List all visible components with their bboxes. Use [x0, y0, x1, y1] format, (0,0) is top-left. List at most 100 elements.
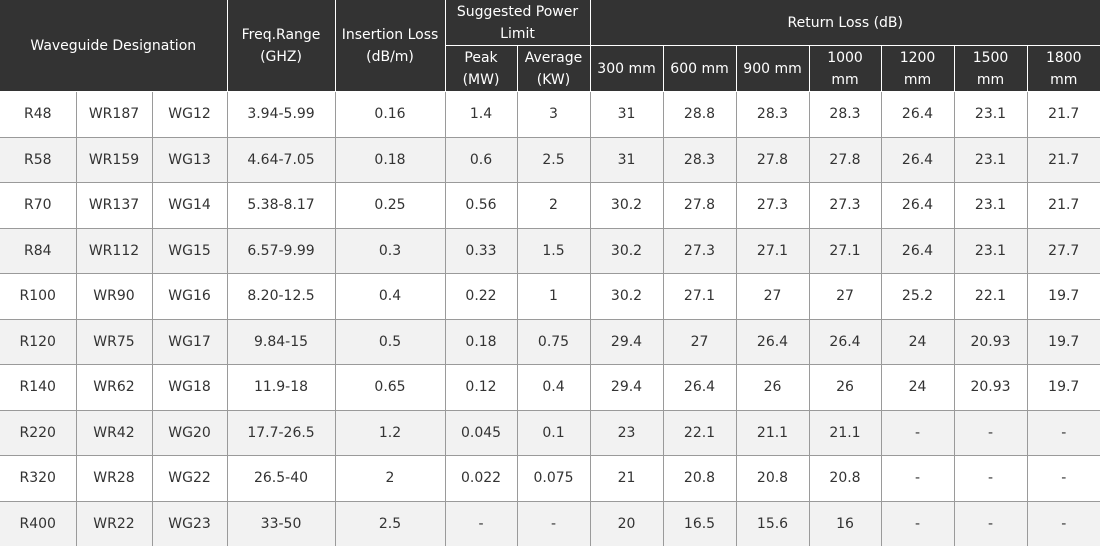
table-cell: 17.7-26.5: [226, 409, 336, 456]
table-row: R100 WR90 WG16 8.20-12.5 0.4 0.22 1 30.2 27.1 27 2…: [0, 273, 1100, 320]
header-cell: 1800 mm: [1026, 45, 1100, 92]
table-cell: -: [1026, 409, 1100, 456]
table-cell: 20.93: [953, 318, 1028, 365]
header-cell: 900 mm: [735, 45, 810, 92]
header-cell: 300 mm: [589, 45, 664, 92]
table-cell: 27: [662, 318, 737, 365]
table-cell: WG12: [151, 91, 228, 138]
table-cell: R58: [0, 136, 77, 183]
table-cell: 27.1: [735, 227, 810, 274]
table-cell: 26.4: [880, 182, 955, 229]
table-cell: 23.1: [953, 227, 1028, 274]
table-cell: 0.56: [444, 182, 518, 229]
table-cell: 0.4: [334, 273, 446, 320]
table-cell: WR187: [75, 91, 153, 138]
header-cell: Freq.Range (GHZ): [226, 0, 336, 92]
table-cell: 0.25: [334, 182, 446, 229]
table-cell: WR137: [75, 182, 153, 229]
table-cell: 0.075: [516, 455, 591, 502]
table-cell: WG13: [151, 136, 228, 183]
table-cell: 4.64-7.05: [226, 136, 336, 183]
table-cell: R320: [0, 455, 77, 502]
table-cell: WR28: [75, 455, 153, 502]
table-cell: 28.8: [662, 91, 737, 138]
table-cell: 3: [516, 91, 591, 138]
table-cell: -: [880, 455, 955, 502]
table-row: R120 WR75 WG17 9.84-15 0.5 0.18 0.75 29.4 27 26.4…: [0, 318, 1100, 365]
table-cell: 19.7: [1026, 364, 1100, 411]
table-cell: 26.4: [662, 364, 737, 411]
table-cell: 21.1: [735, 409, 810, 456]
table-cell: 15.6: [735, 500, 810, 546]
table-cell: 26.4: [880, 91, 955, 138]
table-cell: 19.7: [1026, 318, 1100, 365]
table-cell: 27.1: [662, 273, 737, 320]
table-cell: WR42: [75, 409, 153, 456]
table-cell: -: [1026, 455, 1100, 502]
table-cell: 1.2: [334, 409, 446, 456]
table-cell: 26.4: [808, 318, 882, 365]
table-cell: 1: [516, 273, 591, 320]
table-cell: -: [516, 500, 591, 546]
header-row: Peak (MW) Average (KW) 300 mm 600 mm 900 m…: [0, 45, 1100, 92]
table-cell: 2.5: [334, 500, 446, 546]
table-cell: R48: [0, 91, 77, 138]
table-cell: WG17: [151, 318, 228, 365]
table-cell: 16: [808, 500, 882, 546]
table-cell: WG16: [151, 273, 228, 320]
table-cell: 20.8: [808, 455, 882, 502]
table-cell: 27.3: [735, 182, 810, 229]
table-cell: 22.1: [662, 409, 737, 456]
header-row: Waveguide Designation Freq.Range (GHZ) I…: [0, 0, 1100, 92]
table-cell: 23.1: [953, 136, 1028, 183]
table-row: R70 WR137 WG14 5.38-8.17 0.25 0.56 2 30.2 27.8 27…: [0, 182, 1100, 229]
table-cell: WR22: [75, 500, 153, 546]
table-cell: 23: [589, 409, 664, 456]
table-cell: 0.6: [444, 136, 518, 183]
table-cell: 27.3: [662, 227, 737, 274]
header-cell: Return Loss (dB): [589, 0, 1100, 46]
table-cell: WR62: [75, 364, 153, 411]
header-cell: Waveguide Designation: [0, 0, 228, 92]
table-cell: 6.57-9.99: [226, 227, 336, 274]
header-cell: Peak (MW): [445, 45, 518, 92]
table-row: R84 WR112 WG15 6.57-9.99 0.3 0.33 1.5 30.2 27.3 2…: [0, 227, 1100, 274]
table-header: Waveguide Designation Freq.Range (GHZ) I…: [0, 0, 1100, 92]
table-cell: 0.18: [444, 318, 518, 365]
table-row: R320 WR28 WG22 26.5-40 2 0.022 0.075 21 20.8 20.8…: [0, 455, 1100, 502]
table-cell: 27: [735, 273, 810, 320]
table-cell: 21.1: [808, 409, 882, 456]
table-cell: -: [953, 500, 1028, 546]
table-cell: WR159: [75, 136, 153, 183]
table-cell: 0.022: [444, 455, 518, 502]
table-cell: R100: [0, 273, 77, 320]
table-row: R220 WR42 WG20 17.7-26.5 1.2 0.045 0.1 23 22.1 21…: [0, 409, 1100, 456]
table-cell: WG15: [151, 227, 228, 274]
table-cell: 31: [589, 91, 664, 138]
table-cell: 21.7: [1026, 182, 1100, 229]
table-row: R58 WR159 WG13 4.64-7.05 0.18 0.6 2.5 31 28.3 27.…: [0, 136, 1100, 183]
table-cell: 1.4: [444, 91, 518, 138]
table-cell: 25.2: [880, 273, 955, 320]
table-row: R140 WR62 WG18 11.9-18 0.65 0.12 0.4 29.4 26.4 26…: [0, 364, 1100, 411]
table-cell: R120: [0, 318, 77, 365]
table-cell: 2: [516, 182, 591, 229]
table-cell: WG22: [151, 455, 228, 502]
table-cell: 9.84-15: [226, 318, 336, 365]
table-cell: 27.7: [1026, 227, 1100, 274]
table-cell: 0.75: [516, 318, 591, 365]
table-cell: 0.12: [444, 364, 518, 411]
table-cell: 29.4: [589, 364, 664, 411]
header-cell: 600 mm: [662, 45, 737, 92]
table-cell: 31: [589, 136, 664, 183]
table-cell: 20: [589, 500, 664, 546]
table-cell: 0.5: [334, 318, 446, 365]
table-cell: 23.1: [953, 91, 1028, 138]
table-cell: 20.8: [735, 455, 810, 502]
table-cell: 0.33: [444, 227, 518, 274]
table-cell: 21.7: [1026, 91, 1100, 138]
table-cell: 30.2: [589, 182, 664, 229]
table-cell: 1.5: [516, 227, 591, 274]
